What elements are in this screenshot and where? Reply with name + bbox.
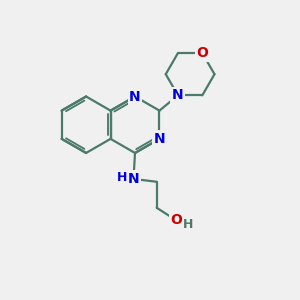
Text: N: N <box>172 88 184 102</box>
Text: H: H <box>182 218 193 230</box>
Text: N: N <box>129 89 141 103</box>
Text: O: O <box>170 214 182 227</box>
Text: O: O <box>196 46 208 60</box>
Text: N: N <box>154 132 165 146</box>
Text: N: N <box>128 172 139 186</box>
Text: H: H <box>117 171 128 184</box>
